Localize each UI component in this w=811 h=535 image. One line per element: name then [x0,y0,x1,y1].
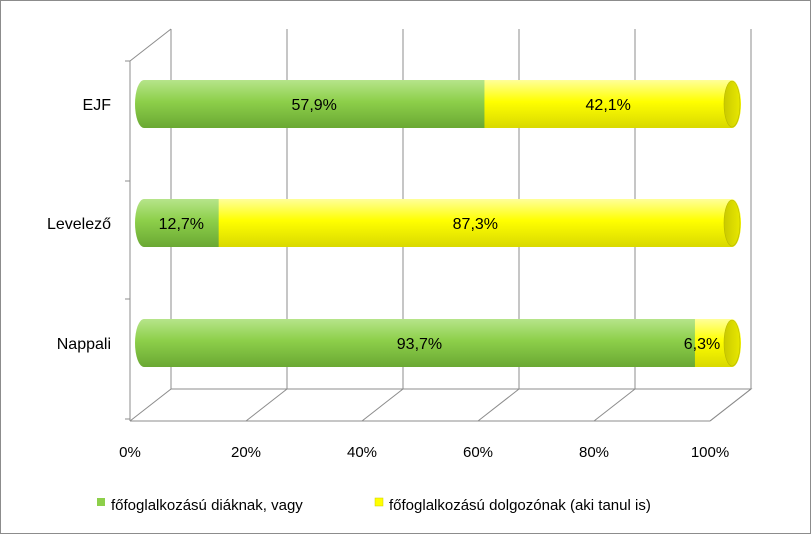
bar-0-right-cap [723,80,741,128]
x-tick-label-4: 80% [579,444,609,461]
legend-swatch-dolgozo [374,497,384,507]
data-label-0-0: 57,9% [292,97,337,114]
bar-1-segment-1 [218,199,732,247]
bar-2-right-cap [723,319,741,367]
legend: főfoglalkozású diáknak, vagy főfoglalkoz… [97,497,651,514]
data-label-2-0: 93,7% [397,336,442,353]
bar-1-right-cap [723,199,741,247]
category-label-0: EJF [83,97,112,114]
floor-gridline-5 [709,388,752,422]
legend-label-diak: főfoglalkozású diáknak, vagy [111,497,303,514]
x-tick-label-1: 20% [231,444,261,461]
x-tick-label-2: 40% [347,444,377,461]
category-label-2: Nappali [57,336,111,353]
data-label-1-1: 87,3% [453,216,498,233]
labels-layer: 0% 20% 40% 60% 80% 100% EJF Levelező Nappali 57,9… [47,97,729,461]
category-label-1: Levelező [47,216,111,233]
floor-gridline-2 [361,388,404,422]
floor-gridline-1 [245,388,288,422]
top-wall-edge [129,28,172,62]
floor-gridline-3 [477,388,520,422]
x-tick-label-0: 0% [119,444,141,461]
bar-2-segment-0 [144,319,695,367]
x-tick-label-5: 100% [691,444,729,461]
legend-label-dolgozo: főfoglalkozású dolgozónak (aki tanul is) [389,497,651,514]
floor-back-edge [171,388,753,422]
bar-0-segment-0 [144,80,485,128]
floor-gridline-4 [593,388,636,422]
bar-0-segment-1 [484,80,732,128]
bar-1-segment-0 [144,199,219,247]
bars-layer [135,80,741,367]
x-tick-label-3: 60% [463,444,493,461]
data-label-2-1: 6,3% [684,336,720,353]
data-label-1-0: 12,7% [159,216,204,233]
legend-swatch-diak [97,498,105,506]
data-label-0-1: 42,1% [586,97,631,114]
